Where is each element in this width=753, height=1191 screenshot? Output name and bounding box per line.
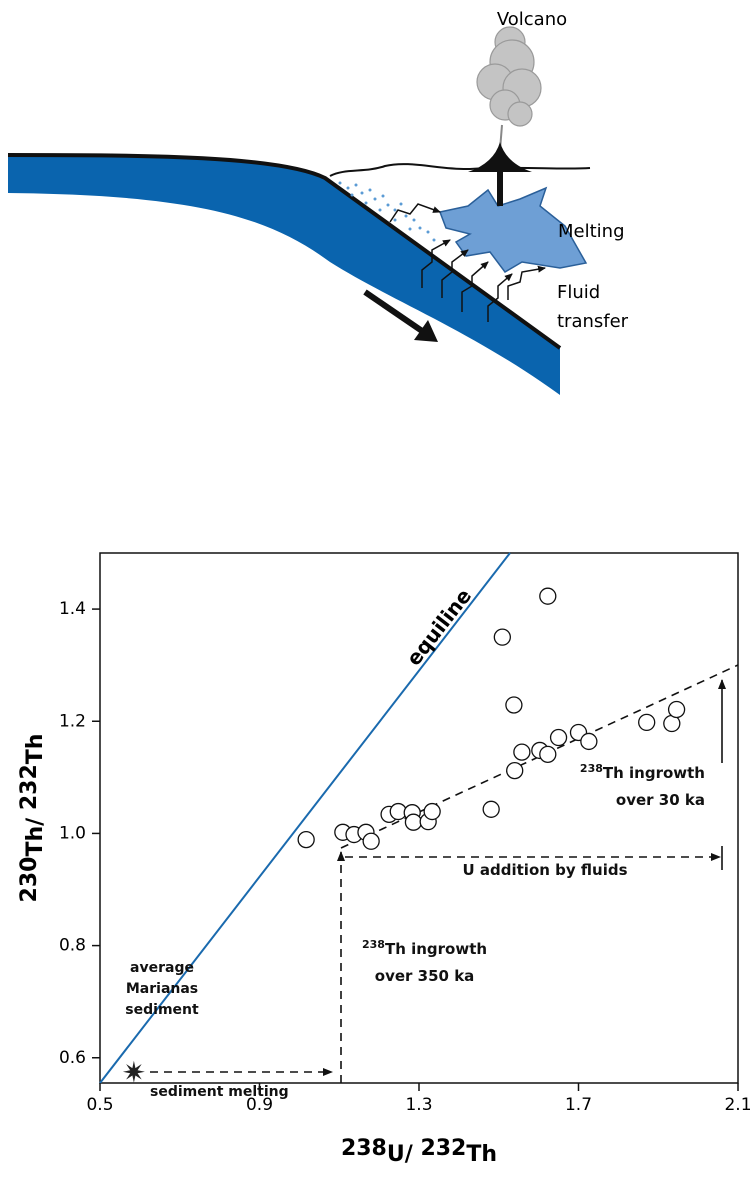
annotation-text: Th ingrowth	[602, 764, 705, 782]
x-tick-label: 1.3	[405, 1095, 432, 1115]
x-label-part: U/	[387, 1142, 421, 1167]
data-point	[362, 832, 380, 850]
y-tick-label: 0.6	[59, 1048, 86, 1068]
x-label-part: Th	[466, 1142, 497, 1167]
volcano-conduit	[497, 168, 503, 206]
data-point	[667, 700, 686, 719]
data-point	[506, 761, 524, 780]
equiline-label: equiline	[402, 584, 477, 670]
fluid-arrows	[389, 203, 546, 322]
data-point	[404, 813, 423, 831]
x-label-part: 232	[420, 1136, 466, 1161]
sediment-dots	[338, 181, 436, 242]
fluid-label: Fluid	[557, 282, 600, 303]
x-tick-label: 1.7	[565, 1095, 592, 1115]
annotation-ingrowth-30: 238Th ingrowth over 30 ka	[580, 760, 705, 814]
plate-motion-arrowhead	[414, 320, 438, 342]
sediment-label: average Marianas sediment	[125, 960, 199, 1018]
transfer-label: transfer	[557, 311, 629, 332]
x-axis-label: 238U/ 232Th	[341, 1136, 497, 1167]
data-point	[423, 802, 441, 821]
data-point	[513, 743, 531, 761]
melting-label: Melting	[558, 221, 625, 242]
annotation-line: 238Th ingrowth	[580, 760, 705, 787]
y-label-part: Th	[23, 734, 48, 765]
x-tick-label: 0.9	[246, 1095, 273, 1115]
annotation-sediment-melting: sediment melting	[150, 1084, 289, 1100]
data-point	[493, 628, 511, 646]
y-tick-label: 1.2	[59, 711, 86, 731]
y-label-part: Th/	[23, 810, 48, 856]
annotation-u-addition: U addition by fluids	[462, 861, 628, 879]
volcano-cone	[468, 142, 532, 172]
x-label-part: 238	[341, 1136, 387, 1161]
data-point	[505, 696, 523, 714]
crust-line	[329, 163, 591, 177]
slab	[8, 155, 560, 395]
x-tick-label: 0.5	[86, 1095, 113, 1115]
x-tick-label: 2.1	[724, 1095, 751, 1115]
y-axis-label: 230Th/ 232Th	[17, 734, 48, 903]
annotation-arrows	[150, 679, 726, 1083]
data-point	[482, 800, 500, 818]
y-tick-label: 0.8	[59, 936, 86, 956]
data-point	[297, 830, 315, 849]
data-point	[580, 732, 598, 751]
annotation-line: 238Th ingrowth	[362, 936, 487, 963]
equiline	[99, 552, 511, 1084]
y-tick-label: 1.4	[59, 599, 86, 619]
annotation-text: over 350 ka	[374, 967, 475, 985]
annotation-ingrowth-350: 238Th ingrowth over 350 ka	[362, 936, 487, 990]
y-label-part: 230	[17, 857, 42, 903]
plate-motion-arrow	[363, 289, 427, 336]
annotation-text: Th ingrowth	[384, 940, 488, 958]
data-point	[539, 745, 557, 763]
data-point	[539, 587, 557, 605]
y-tick-label: 1.0	[59, 823, 86, 843]
volcano-label: Volcano	[497, 9, 567, 30]
subduction-diagram: Volcano Melting Fluid transfer	[7, 9, 629, 395]
data-point	[549, 728, 568, 747]
slab-top	[7, 153, 562, 350]
volcano-cloud	[476, 26, 542, 127]
annotation-text: over 30 ka	[615, 791, 705, 809]
melt-region	[438, 186, 588, 273]
isotope: 238	[362, 938, 385, 951]
data-point	[638, 713, 656, 732]
sediment-point	[122, 1060, 145, 1083]
isotope: 238	[579, 762, 603, 775]
y-label-part: 232	[17, 764, 42, 810]
